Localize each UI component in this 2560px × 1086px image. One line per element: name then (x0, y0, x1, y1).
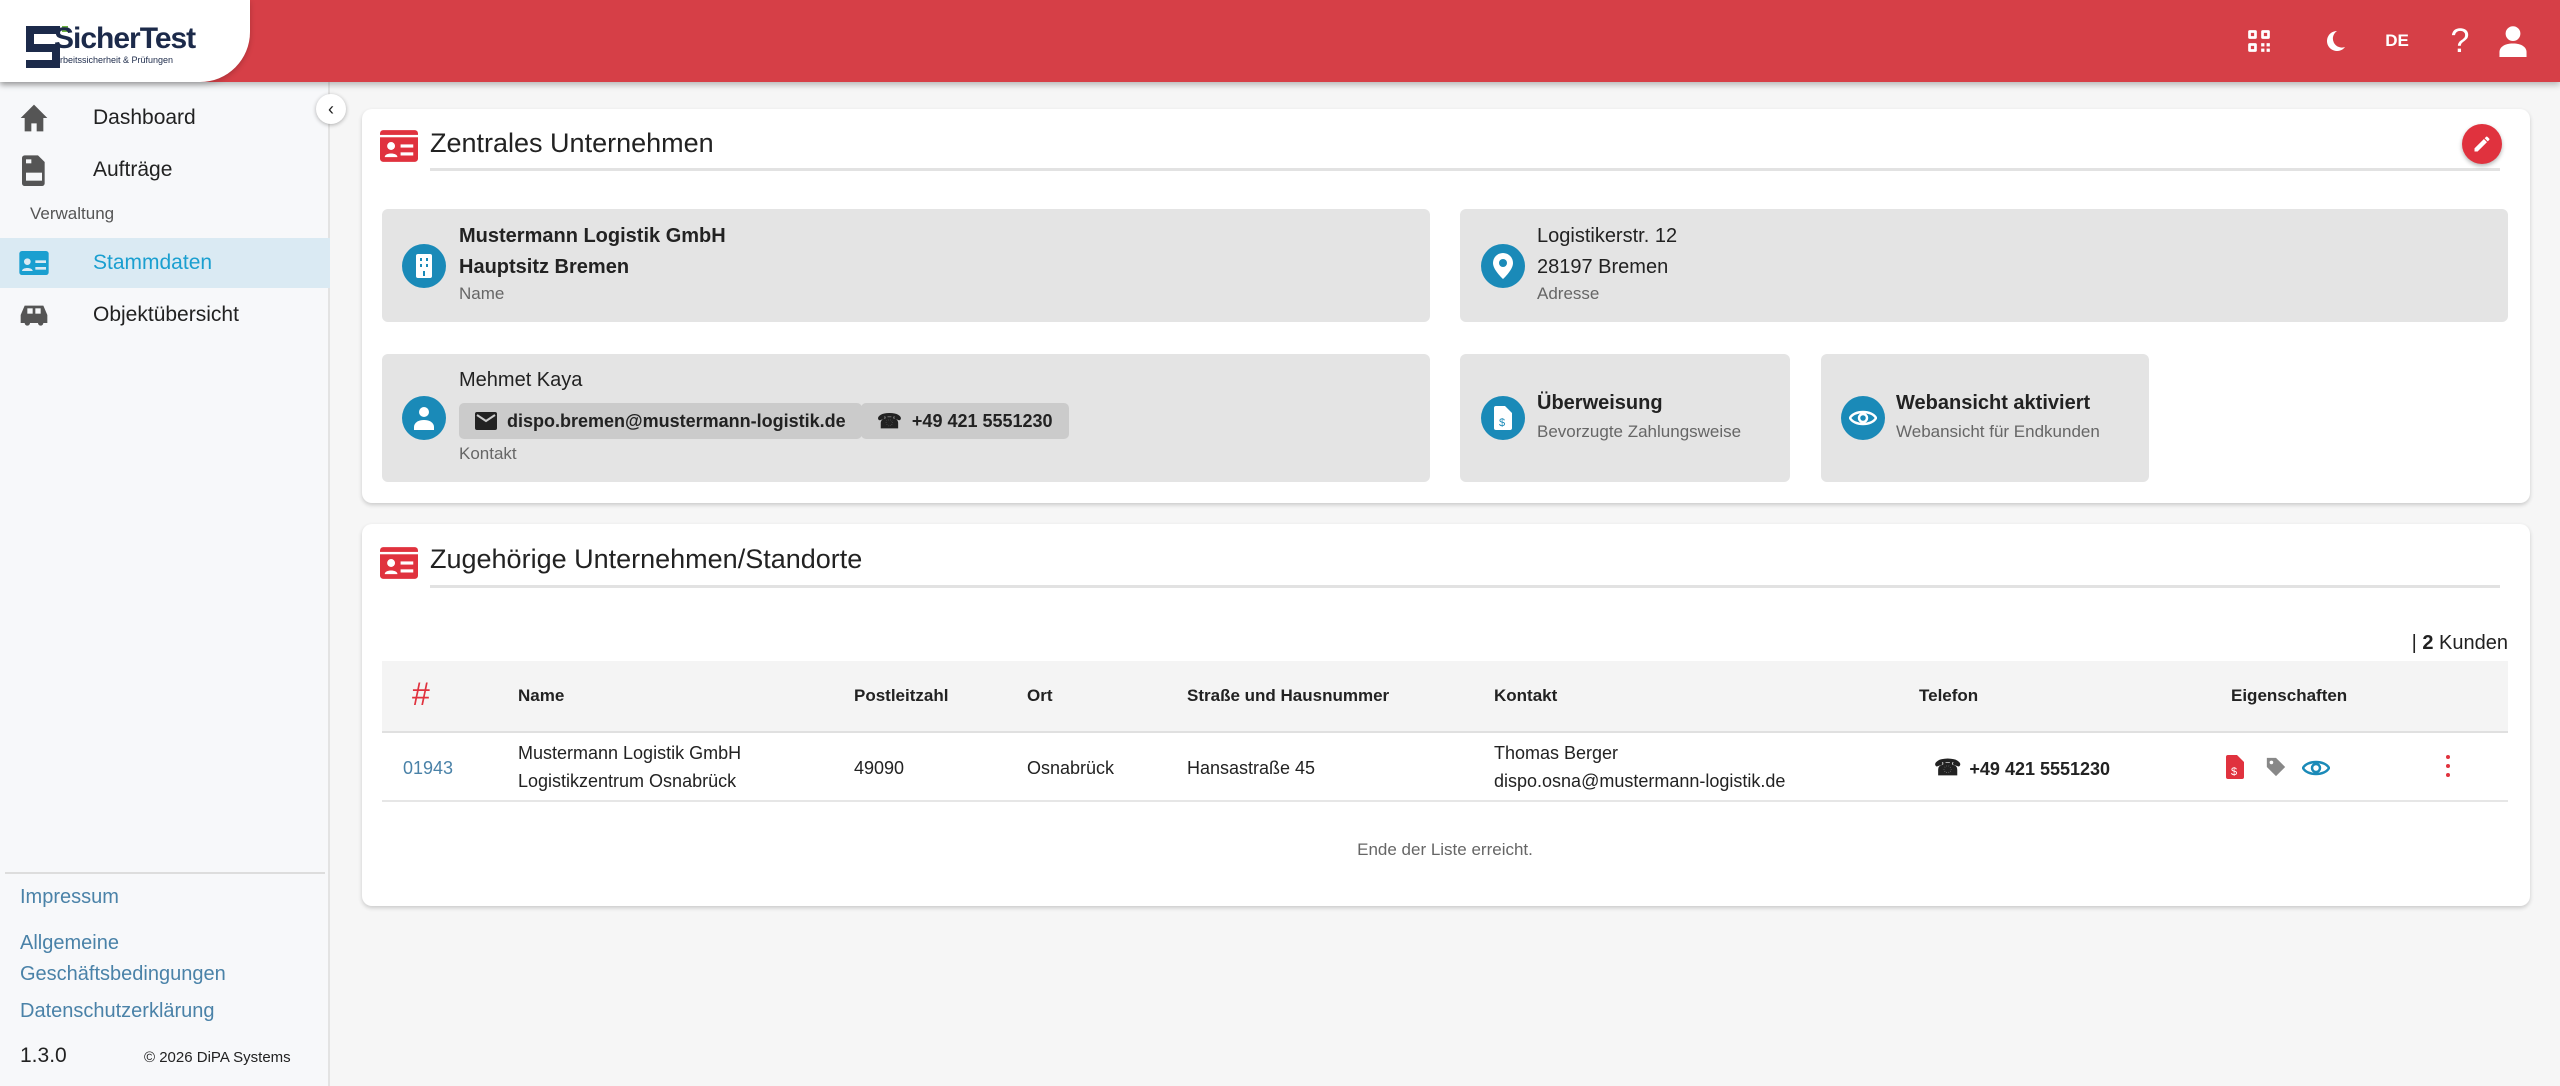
column-header-phone[interactable]: Telefon (1919, 686, 1979, 705)
svg-text:$: $ (1499, 417, 1505, 429)
car-icon (20, 305, 48, 326)
sidebar-divider (5, 872, 325, 874)
title-divider (430, 585, 2500, 588)
user-icon[interactable] (2494, 22, 2532, 60)
field-label: Webansicht für Endkunden (1896, 422, 2100, 441)
card-title: Zugehörige Unternehmen/Standorte (430, 544, 863, 574)
address-city: 28197 Bremen (1537, 256, 1669, 278)
top-app-bar: DE ? (0, 0, 2560, 82)
edit-button[interactable] (2462, 124, 2502, 164)
sidebar-item-label: Objektübersicht (93, 303, 239, 326)
webview-status: Webansicht aktiviert (1896, 392, 2091, 414)
building-icon (402, 244, 446, 288)
contact-name: Mehmet Kaya (459, 369, 583, 391)
person-icon (402, 396, 446, 440)
end-of-list-text: Ende der Liste erreicht. (1357, 840, 1533, 859)
column-header-contact[interactable]: Kontakt (1494, 686, 1558, 705)
location-pin-icon (1481, 244, 1525, 288)
address-field (1460, 209, 2508, 322)
eye-icon (2302, 760, 2330, 776)
title-divider (430, 168, 2500, 171)
phone-icon: ☎ (877, 410, 902, 433)
logo-title: SicherTest (54, 22, 196, 55)
column-header-city[interactable]: Ort (1027, 686, 1053, 705)
field-label: Bevorzugte Zahlungsweise (1537, 422, 1742, 441)
sidebar-item-label: Stammdaten (93, 251, 213, 274)
column-header-zip[interactable]: Postleitzahl (854, 686, 949, 705)
svg-text:$: $ (2231, 766, 2237, 778)
datenschutz-link[interactable]: Datenschutzerklärung (20, 1000, 215, 1022)
column-header-number[interactable]: # (412, 676, 430, 712)
contact-phone-chip[interactable]: ☎ +49 421 5551230 (861, 403, 1069, 439)
qr-code-icon[interactable] (2240, 22, 2278, 60)
company-name: Mustermann Logistik GmbH (459, 225, 726, 247)
chevron-left-icon: ‹ (328, 98, 334, 119)
tag-icon (2266, 757, 2286, 777)
id-card-icon (380, 547, 418, 579)
row-street: Hansastraße 45 (1187, 758, 1316, 778)
id-card-icon (19, 251, 49, 275)
row-menu-button[interactable] (2440, 752, 2456, 780)
agb-link[interactable]: Allgemeine Geschäftsbedingungen (20, 932, 226, 985)
payment-method: Überweisung (1537, 392, 1663, 414)
table-header (382, 661, 2508, 733)
row-city: Osnabrück (1027, 758, 1115, 778)
app-version: 1.3.0 (20, 1044, 67, 1067)
name-field (382, 209, 1430, 322)
sidebar-section-label: Verwaltung (30, 204, 115, 223)
company-branch: Hauptsitz Bremen (459, 256, 630, 278)
logo-mark-icon (26, 26, 68, 68)
sidebar-item-stammdaten[interactable]: Stammdaten (0, 238, 330, 288)
sidebar: Dashboard Aufträge Verwaltung Stammdaten… (0, 82, 330, 1086)
card-title: Zentrales Unternehmen (430, 128, 714, 158)
collapse-sidebar-button[interactable]: ‹ (316, 94, 346, 124)
logo-tagline: Arbeitssicherheit & Prüfungen (54, 55, 174, 65)
column-header-name[interactable]: Name (518, 686, 565, 705)
column-header-properties[interactable]: Eigenschaften (2231, 686, 2348, 705)
mail-icon (475, 412, 497, 430)
row-phone[interactable]: ☎ +49 421 5551230 (1934, 755, 2111, 780)
field-label: Adresse (1537, 284, 1600, 303)
language-switch[interactable]: DE (2385, 31, 2409, 50)
moon-icon[interactable] (2316, 22, 2354, 60)
table-row[interactable] (382, 733, 2508, 802)
address-street: Logistikerstr. 12 (1537, 225, 1678, 247)
field-label: Kontakt (459, 444, 517, 463)
pencil-icon (2474, 136, 2490, 152)
row-id-link[interactable]: 01943 (403, 758, 454, 778)
row-zip: 49090 (854, 758, 905, 778)
sidebar-item-auftraege[interactable]: Aufträge (0, 145, 330, 195)
sidebar-item-label: Aufträge (93, 158, 173, 181)
document-icon (22, 155, 45, 186)
id-card-icon (380, 130, 418, 162)
logo[interactable]: SicherTest Arbeitssicherheit & Prüfungen (0, 0, 250, 82)
sidebar-item-label: Dashboard (93, 106, 196, 129)
invoice-icon: $ (2226, 755, 2244, 779)
row-name: Mustermann Logistik GmbH Logistikzentrum … (518, 743, 742, 791)
help-icon[interactable]: ? (2450, 21, 2470, 60)
eye-icon (1841, 396, 1885, 440)
phone-icon: ☎ (1934, 755, 1962, 780)
column-header-street[interactable]: Straße und Hausnummer (1187, 686, 1390, 705)
customer-count: | 2 Kunden (2411, 632, 2508, 654)
row-contact: Thomas Berger dispo.osna@mustermann-logis… (1494, 743, 1786, 791)
sidebar-item-dashboard[interactable]: Dashboard (0, 93, 330, 143)
invoice-icon: $ (1481, 396, 1525, 440)
sidebar-item-objektuebersicht[interactable]: Objektübersicht (0, 290, 330, 340)
home-icon (20, 104, 48, 132)
impressum-link[interactable]: Impressum (20, 886, 119, 908)
copyright: © 2026 DiPA Systems (144, 1049, 291, 1066)
contact-email: dispo.bremen@mustermann-logistik.de (507, 410, 846, 431)
contact-email-chip[interactable]: dispo.bremen@mustermann-logistik.de (459, 403, 862, 439)
field-label: Name (459, 284, 505, 303)
contact-phone: +49 421 5551230 (911, 410, 1053, 431)
